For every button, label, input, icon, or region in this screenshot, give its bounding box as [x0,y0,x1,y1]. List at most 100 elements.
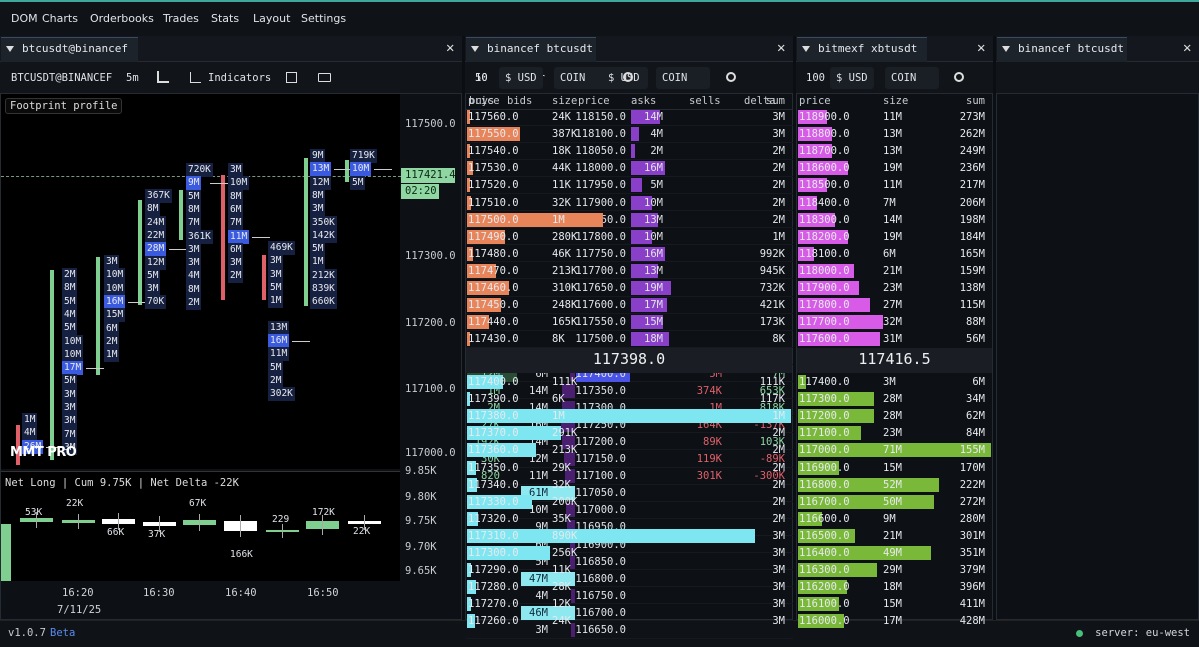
book-sum: 732K [759,282,785,294]
menu-item[interactable]: DOM [11,12,38,25]
book-control[interactable]: $ USD [505,72,537,84]
book-control[interactable]: 10 [475,72,488,84]
ladder-control[interactable]: COIN [662,72,688,84]
depth-bar [467,144,470,159]
delta-label: 172K [312,507,335,518]
footprint-level: 12M [145,255,167,270]
control-frame[interactable] [830,67,874,89]
book-sum: 2M [772,495,785,508]
depth-bar [798,563,877,578]
ladder-cell: 18M [644,333,663,346]
depth-bar [798,298,870,313]
ladder-row [466,468,793,485]
channel: Beta [50,627,76,639]
tab[interactable] [1,37,138,62]
book-sum: 301M [959,529,985,542]
book-price: 117460.0 [468,282,519,294]
tab-menu[interactable] [802,46,810,52]
tab[interactable] [797,37,927,62]
indicators[interactable]: Indicators [208,72,272,84]
draw-icon[interactable] [286,72,297,83]
control-frame[interactable] [656,67,710,89]
footprint-level: 367K [145,189,172,203]
symbol[interactable]: BTCUSDT@BINANCEF [11,72,113,84]
book-control[interactable]: 100 [806,72,825,84]
book-price: 116100.0 [799,598,850,611]
control-frame[interactable] [499,67,543,89]
depth-bar [467,546,550,560]
tab-menu[interactable] [1002,46,1010,52]
control-frame[interactable] [554,67,608,89]
indicators-icon[interactable] [190,72,201,83]
book-size: 18K [552,145,571,158]
ladder-cell: 4M [535,589,548,602]
menu-item[interactable]: Layout [253,12,291,25]
depth-bar [467,281,510,295]
timeframe[interactable]: 5m [126,72,139,84]
ladder-row [466,177,793,194]
book-sum: 2M [772,427,785,440]
book-size: 248K [552,299,578,312]
footprint-level: 3M [186,242,202,257]
ladder-cell: 117900.0 [575,196,626,209]
tab-close[interactable]: ✕ [977,40,986,56]
bid-bar [571,623,575,637]
footprint-level: 212K [310,268,337,283]
book-price: 117400.0 [799,376,850,388]
book-price: 117290.0 [468,564,519,577]
settings-icon[interactable] [954,72,964,82]
book-control[interactable]: COIN [560,72,586,84]
book-control[interactable]: COIN [891,72,917,84]
footprint-level: 5M [268,280,284,295]
menu-item[interactable]: Trades [163,12,199,25]
depth-bar [467,528,756,543]
ladder-row [466,604,793,622]
footprint-level: 10M [62,334,84,349]
book-sum: 3M [772,128,785,141]
settings-icon[interactable] [726,72,736,82]
book-size: 17M [883,615,902,628]
menu-item[interactable]: Orderbooks [90,12,154,25]
menu-item[interactable]: Stats [211,12,240,25]
footprint-level: 3M [104,255,120,269]
tab[interactable] [466,37,596,62]
tab-close[interactable]: ✕ [1183,40,1192,56]
book-price: 117440.0 [468,316,519,329]
depth-bar [798,212,836,227]
ladder-cell: 3M [535,624,548,636]
book-size: 52M [883,478,902,491]
tab-menu[interactable] [471,46,479,52]
ladder-row [466,109,793,126]
footprint-level: 361K [186,229,213,244]
book-sum: 379M [959,564,985,577]
ladder-cell: 117000.0 [575,504,626,517]
control-frame[interactable] [885,67,939,89]
book-price: 117600.0 [799,333,850,346]
server-dot [1076,630,1083,637]
poc-line [169,249,187,251]
tab-close[interactable]: ✕ [777,40,786,56]
menu-item[interactable]: Charts [42,12,78,25]
depth-bar [467,511,479,526]
footprint-level: 6M [228,242,244,257]
book-size: 11M [883,111,902,123]
chart-type-icon[interactable] [157,71,169,83]
menu-item[interactable]: Settings [301,12,347,25]
footprint-level: 4M [186,269,202,284]
ladder-cell: 117350.0 [575,384,626,397]
tab-close[interactable]: ✕ [446,40,455,56]
tab[interactable] [997,37,1127,62]
book-size: 13M [883,145,902,158]
folder-icon[interactable] [318,73,331,82]
footprint-level: 8M [62,281,78,296]
bid-bar [570,554,575,569]
settings-icon[interactable] [623,72,633,82]
depth-bar [467,263,496,278]
ladder-row [466,194,793,212]
footprint-level: 8M [228,189,244,204]
book-control[interactable]: $ USD [836,72,868,84]
footprint-level: 1M [268,294,284,309]
ladder-control[interactable]: 50 [475,72,488,84]
tab-menu[interactable] [6,46,14,52]
